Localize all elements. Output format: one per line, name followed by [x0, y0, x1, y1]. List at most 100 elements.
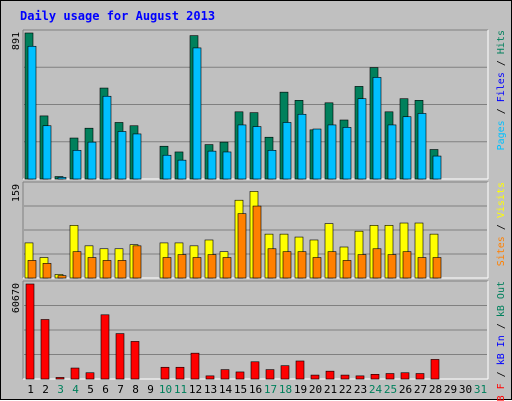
bar-kb-f-day-11 [175, 366, 185, 380]
day-label: 11 [174, 383, 187, 396]
bar-kb-f-day-23 [355, 375, 365, 380]
day-label: 15 [234, 383, 247, 396]
bar-sites-day-19 [297, 251, 307, 279]
bar-files-day-20 [312, 128, 322, 180]
bar-files-day-10 [162, 154, 172, 180]
bar-sites-day-12 [192, 257, 202, 279]
bar-sites-day-17 [267, 248, 277, 279]
day-label: 17 [264, 383, 277, 396]
day-label: 23 [354, 383, 367, 396]
legend-entry: / [496, 365, 507, 383]
legend-entry: Hits [496, 30, 507, 54]
bar-files-day-14 [222, 151, 232, 180]
bar-sites-day-1 [27, 260, 37, 279]
day-label: 12 [189, 383, 202, 396]
bar-files-day-24 [372, 77, 382, 180]
bar-sites-day-15 [237, 213, 247, 279]
bar-kb-f-day-7 [115, 333, 125, 380]
bar-files-day-4 [72, 150, 82, 180]
bar-sites-day-21 [327, 251, 337, 279]
day-label: 28 [429, 383, 442, 396]
bar-files-day-21 [327, 124, 337, 180]
bar-sites-day-2 [42, 263, 52, 279]
legend-entry: / [496, 317, 507, 335]
bar-kb-f-day-8 [130, 341, 140, 380]
bar-files-day-7 [117, 131, 127, 180]
day-label: 1 [27, 383, 34, 396]
bar-files-day-27 [417, 113, 427, 180]
bar-files-day-13 [207, 150, 217, 180]
right-legend-bottom: kB F / kB In / kB Out [496, 281, 507, 401]
bar-kb-f-day-13 [205, 375, 215, 380]
bar-files-day-26 [402, 116, 412, 180]
day-label: 27 [414, 383, 427, 396]
legend-entry: Pages [496, 120, 507, 150]
bar-sites-day-13 [207, 254, 217, 279]
day-label: 16 [249, 383, 262, 396]
bar-kb-f-day-26 [400, 372, 410, 380]
bar-sites-day-5 [87, 257, 97, 279]
bar-files-day-5 [87, 141, 97, 180]
bar-kb-f-day-25 [385, 373, 395, 380]
day-label: 6 [102, 383, 109, 396]
bar-files-day-19 [297, 113, 307, 180]
day-label: 7 [117, 383, 124, 396]
day-label: 10 [159, 383, 172, 396]
legend-entry: / [496, 54, 507, 72]
right-legend-middle: Sites / Visits [496, 182, 507, 266]
legend-entry: Sites [496, 236, 507, 266]
panel-visits-sites: 159 [11, 181, 489, 279]
day-label: 26 [399, 383, 412, 396]
bar-kb-f-day-4 [70, 367, 80, 380]
day-label: 29 [444, 383, 457, 396]
day-label: 8 [132, 383, 139, 396]
panel-hits-files-pages: 891 [11, 29, 489, 180]
chart-title: Daily usage for August 2013 [20, 9, 215, 23]
bar-kb-f-day-5 [85, 372, 95, 380]
day-label: 2 [42, 383, 49, 396]
day-label: 14 [219, 383, 233, 396]
bar-kb-f-day-22 [340, 374, 350, 380]
bar-sites-day-18 [282, 251, 292, 279]
bar-sites-day-24 [372, 248, 382, 279]
y-max-label: 891 [11, 32, 22, 50]
bar-kb-f-day-15 [235, 371, 245, 380]
bar-files-day-8 [132, 133, 142, 180]
legend-entry: Visits [496, 182, 507, 218]
day-label: 13 [204, 383, 217, 396]
legend-entry: kB F [496, 383, 507, 401]
bar-sites-day-20 [312, 257, 322, 279]
bar-kb-f-day-18 [280, 365, 290, 380]
bar-sites-day-27 [417, 257, 427, 279]
right-legend-top: Pages / Files / Hits [496, 30, 507, 150]
y-max-label: 60670 [11, 283, 22, 313]
legend-entry: / [496, 218, 507, 236]
day-label: 24 [369, 383, 383, 396]
bar-sites-day-7 [117, 260, 127, 279]
bar-sites-day-16 [252, 205, 262, 279]
bar-kb-f-day-28 [430, 359, 440, 380]
bar-files-day-2 [42, 125, 52, 180]
bar-sites-day-26 [402, 251, 412, 279]
legend-entry: kB Out [496, 281, 507, 317]
bar-files-day-23 [357, 98, 367, 180]
bar-sites-day-25 [387, 254, 397, 279]
bar-kb-f-day-2 [40, 319, 50, 380]
bar-kb-f-day-21 [325, 370, 335, 380]
bar-kb-f-day-27 [415, 373, 425, 380]
bar-kb-f-day-19 [295, 360, 305, 380]
bar-sites-day-8 [132, 245, 142, 279]
day-label: 31 [474, 383, 487, 396]
bar-files-day-12 [192, 47, 202, 180]
bar-sites-day-6 [102, 260, 112, 279]
day-label: 9 [147, 383, 154, 396]
day-label: 18 [279, 383, 292, 396]
chart-panels: 891 159 60670 [11, 29, 489, 380]
day-label: 21 [324, 383, 337, 396]
bar-kb-f-day-24 [370, 374, 380, 380]
bar-sites-day-23 [357, 254, 367, 279]
day-label: 22 [339, 383, 352, 396]
bar-sites-day-10 [162, 257, 172, 279]
